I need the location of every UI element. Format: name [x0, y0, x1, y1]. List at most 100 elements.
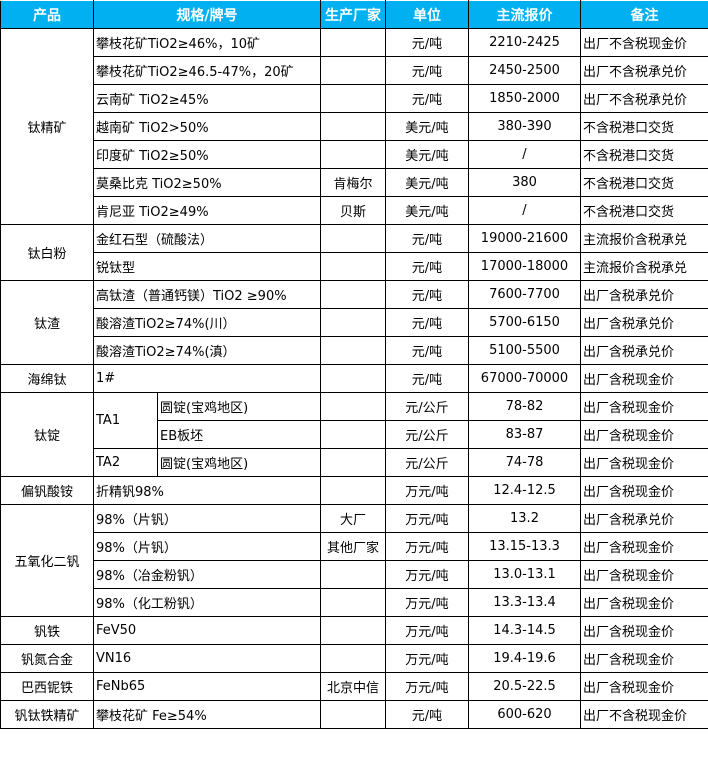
price-cell: 5100-5500 — [468, 336, 581, 365]
maker-cell — [320, 336, 386, 365]
price-cell: 14.3-14.5 — [468, 616, 581, 645]
product-cell: 五氧化二钒 — [0, 504, 94, 617]
column-header: 生产厂家 — [320, 0, 386, 29]
maker-cell — [320, 588, 386, 617]
unit-cell: 元/公斤 — [385, 448, 469, 477]
maker-cell — [320, 448, 386, 477]
unit-cell: 万元/吨 — [385, 504, 469, 533]
unit-cell: 元/吨 — [385, 224, 469, 253]
note-cell: 出厂含税承兑价 — [580, 280, 708, 309]
note-cell: 不含税港口交货 — [580, 140, 708, 169]
price-cell: 74-78 — [468, 448, 581, 477]
header-row: 产品 规格/牌号 生产厂家 单位 主流报价 备注 — [0, 0, 708, 29]
price-cell: 380 — [468, 168, 581, 197]
column-header: 产品 — [0, 0, 94, 29]
product-cell: 巴西铌铁 — [0, 672, 94, 701]
note-cell: 出厂含税现金价 — [580, 616, 708, 645]
table-row: 肯尼亚 TiO2≥49% 贝斯 美元/吨 / 不含税港口交货 — [1, 196, 708, 225]
unit-cell: 元/吨 — [385, 28, 469, 57]
note-cell: 出厂不含税现金价 — [580, 28, 708, 57]
unit-cell: 元/吨 — [385, 280, 469, 309]
unit-cell: 万元/吨 — [385, 476, 469, 505]
price-cell: 17000-18000 — [468, 252, 581, 281]
spec-cell: 攀枝花矿TiO2≥46.5-47%，20矿 — [93, 56, 321, 85]
maker-cell: 北京中信 — [320, 672, 386, 701]
table-row: 钛渣 高钛渣（普通钙镁）TiO2 ≥90% 元/吨 7600-7700 出厂含税承兑价 — [0, 280, 708, 365]
price-cell: 12.4-12.5 — [468, 476, 581, 505]
table-row: 越南矿 TiO2>50% 美元/吨 380-390 不含税港口交货 — [1, 112, 708, 141]
spec-cell: 锐钛型 — [93, 252, 321, 281]
unit-cell: 万元/吨 — [385, 588, 469, 617]
table-row: TA2 圆锭(宝鸡地区) 元/公斤 74-78 出厂含税现金价 — [1, 448, 708, 477]
price-cell: 78-82 — [468, 392, 581, 421]
note-cell: 出厂含税现金价 — [580, 644, 708, 673]
note-cell: 出厂含税承兑价 — [580, 504, 708, 533]
table-row: 云南矿 TiO2≥45% 元/吨 1850-2000 出厂不含税承兑价 — [1, 84, 708, 113]
grade-cell: TA2 — [93, 448, 158, 477]
maker-cell — [320, 560, 386, 589]
spec-cell: 98%（冶金粉钒） — [93, 560, 321, 589]
spec-cell: 圆锭(宝鸡地区) — [157, 448, 321, 477]
spec-cell: FeNb65 — [93, 672, 321, 701]
column-header: 备注 — [580, 0, 708, 29]
note-cell: 不含税港口交货 — [580, 168, 708, 197]
spec-cell: 酸溶渣TiO2≥74%(川） — [93, 308, 321, 337]
spec-cell: 折精钒98% — [93, 476, 321, 505]
product-cell: 海绵钛 — [0, 364, 94, 393]
table-row: 98%（片钒） 其他厂家 万元/吨 13.15-13.3 出厂含税现金价 — [1, 532, 708, 561]
maker-cell — [320, 392, 386, 421]
product-cell: 钛锭 — [0, 392, 94, 477]
unit-cell: 万元/吨 — [385, 616, 469, 645]
note-cell: 主流报价含税承兑 — [580, 224, 708, 253]
price-cell: / — [468, 196, 581, 225]
maker-cell — [320, 280, 386, 309]
note-cell: 出厂含税现金价 — [580, 476, 708, 505]
price-cell: 13.2 — [468, 504, 581, 533]
price-cell: 19.4-19.6 — [468, 644, 581, 673]
maker-cell — [320, 56, 386, 85]
spec-cell: 攀枝花矿 Fe≥54% — [93, 700, 321, 729]
maker-cell: 其他厂家 — [320, 532, 386, 561]
maker-cell: 肯梅尔 — [320, 168, 386, 197]
note-cell: 出厂含税现金价 — [580, 532, 708, 561]
price-cell: 7600-7700 — [468, 280, 581, 309]
maker-cell — [320, 224, 386, 253]
note-cell: 出厂不含税现金价 — [580, 700, 708, 729]
maker-cell — [320, 420, 386, 449]
maker-cell: 贝斯 — [320, 196, 386, 225]
spec-cell: 印度矿 TiO2≥50% — [93, 140, 321, 169]
note-cell: 不含税港口交货 — [580, 196, 708, 225]
note-cell: 出厂含税承兑价 — [580, 308, 708, 337]
price-cell: 13.0-13.1 — [468, 560, 581, 589]
maker-cell — [320, 84, 386, 113]
maker-cell — [320, 308, 386, 337]
note-cell: 不含税港口交货 — [580, 112, 708, 141]
unit-cell: 美元/吨 — [385, 140, 469, 169]
maker-cell — [320, 140, 386, 169]
spec-cell: 莫桑比克 TiO2≥50% — [93, 168, 321, 197]
table-row: 钛白粉 金红石型（硫酸法） 元/吨 19000-21600 主流报价含税承兑 — [0, 224, 708, 281]
table-row: 酸溶渣TiO2≥74%(川） 元/吨 5700-6150 出厂含税承兑价 — [1, 308, 708, 337]
spec-cell: VN16 — [93, 644, 321, 673]
table-row: 98%（化工粉钒） 万元/吨 13.3-13.4 出厂含税现金价 — [1, 588, 708, 617]
spec-cell: 肯尼亚 TiO2≥49% — [93, 196, 321, 225]
spec-cell: 云南矿 TiO2≥45% — [93, 84, 321, 113]
table-row: 偏钒酸铵 折精钒98% 万元/吨 12.4-12.5 出厂含税现金价 — [0, 476, 708, 505]
maker-cell — [320, 616, 386, 645]
spec-cell: FeV50 — [93, 616, 321, 645]
product-cell: 钒铁 — [0, 616, 94, 645]
table-row: 莫桑比克 TiO2≥50% 肯梅尔 美元/吨 380 不含税港口交货 — [1, 168, 708, 197]
price-cell: 20.5-22.5 — [468, 672, 581, 701]
table-row: 印度矿 TiO2≥50% 美元/吨 / 不含税港口交货 — [1, 140, 708, 169]
spec-cell: 1# — [93, 364, 321, 393]
table-row: 钛精矿 攀枝花矿TiO2≥46%，10矿 元/吨 2210-2425 出厂不含税现金价 — [0, 28, 708, 225]
note-cell: 出厂含税现金价 — [580, 448, 708, 477]
spec-cell: 越南矿 TiO2>50% — [93, 112, 321, 141]
spec-cell: 98%（片钒） — [93, 504, 321, 533]
note-cell: 主流报价含税承兑 — [580, 252, 708, 281]
price-cell: 83-87 — [468, 420, 581, 449]
unit-cell: 元/公斤 — [385, 392, 469, 421]
price-cell: 2210-2425 — [468, 28, 581, 57]
table-row: 巴西铌铁 FeNb65 北京中信 万元/吨 20.5-22.5 出厂含税现金价 — [0, 672, 708, 701]
price-cell: 67000-70000 — [468, 364, 581, 393]
